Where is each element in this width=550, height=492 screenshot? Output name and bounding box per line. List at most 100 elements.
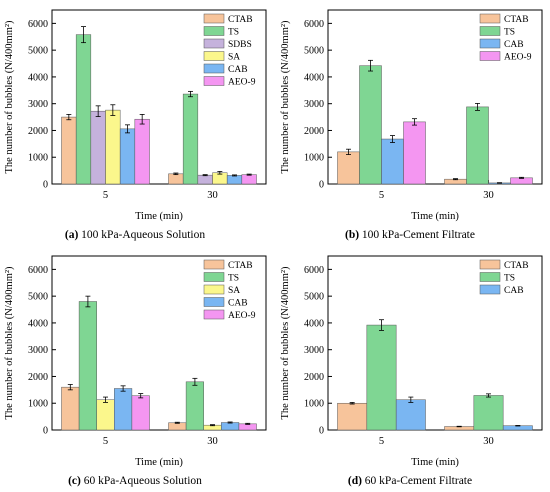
bar-ts bbox=[466, 106, 489, 185]
y-axis-label: The number of bubbles (N/400mm²) bbox=[4, 266, 15, 420]
chart-svg-c: 0 1000 2000 3000 4000 5000 6000 The number of b… bbox=[4, 255, 267, 468]
y-tick-label: 5000 bbox=[304, 46, 324, 57]
legend-swatch-cab bbox=[479, 38, 501, 49]
panel-caption: (c) 60 kPa-Aqueous Solution bbox=[0, 475, 270, 487]
legend-swatch-cab bbox=[203, 63, 225, 74]
chart-svg-d: 0 1000 2000 3000 4000 5000 6000 The number of b… bbox=[280, 255, 543, 468]
y-axis-label: The number of bubbles (N/400mm²) bbox=[4, 20, 15, 174]
x-axis-label: Time (min) bbox=[411, 211, 459, 222]
x-axis-label: Time (min) bbox=[411, 457, 459, 468]
panel-caption: (a) 100 kPa-Aqueous Solution bbox=[0, 229, 270, 241]
y-tick-label: 2000 bbox=[28, 126, 48, 137]
chart-svg-b: 0 1000 2000 3000 4000 5000 6000 The number of b… bbox=[280, 9, 543, 222]
chart-svg-a: 0 1000 2000 3000 4000 5000 6000 The number of b… bbox=[4, 9, 267, 222]
x-tick-label: 30 bbox=[483, 436, 494, 447]
y-tick-label: 1000 bbox=[304, 153, 324, 164]
legend-swatch-ts bbox=[479, 26, 501, 36]
plot-frame bbox=[327, 255, 543, 431]
y-tick-label: 4000 bbox=[28, 72, 48, 83]
panel-caption-text: 60 kPa-Cement Filtrate bbox=[361, 475, 473, 487]
x-tick-label: 5 bbox=[103, 436, 108, 447]
y-tick-label: 6000 bbox=[28, 265, 48, 276]
panel-caption-text: 100 kPa-Cement Filtrate bbox=[359, 229, 475, 241]
y-tick-label: 2000 bbox=[304, 372, 324, 383]
legend-label: SA bbox=[228, 286, 240, 296]
panel-caption: (b) 100 kPa-Cement Filtrate bbox=[275, 229, 545, 241]
legend-swatch-ts bbox=[479, 272, 501, 282]
bar-ts bbox=[366, 324, 397, 431]
y-tick-label: 3000 bbox=[28, 345, 48, 356]
y-tick-label: 0 bbox=[43, 180, 48, 191]
legend-label: TS bbox=[504, 274, 515, 284]
legend-label: AEO-9 bbox=[228, 311, 256, 321]
chart-panel-c: 0 1000 2000 3000 4000 5000 6000 The number of b… bbox=[0, 246, 550, 492]
plot-frame bbox=[51, 9, 267, 185]
y-tick-label: 5000 bbox=[304, 292, 324, 303]
legend-swatch-cab bbox=[479, 284, 501, 295]
bar-ctab bbox=[337, 402, 368, 431]
x-tick-label: 30 bbox=[207, 190, 218, 201]
legend-label: CAB bbox=[228, 299, 248, 309]
panel-caption-label: (b) bbox=[344, 229, 360, 241]
legend-swatch-aeo-9 bbox=[203, 76, 225, 86]
y-tick-label: 3000 bbox=[304, 99, 324, 110]
y-tick-label: 1000 bbox=[28, 399, 48, 410]
y-tick-label: 6000 bbox=[304, 265, 324, 276]
bar-ts bbox=[473, 395, 504, 431]
legend-label: AEO-9 bbox=[504, 53, 532, 63]
legend-swatch-aeo-9 bbox=[203, 309, 225, 320]
plot-frame bbox=[327, 9, 543, 185]
legend-swatch-ts bbox=[203, 26, 225, 36]
legend-swatch-sdbs bbox=[203, 38, 225, 49]
panel-caption-text: 60 kPa-Aqueous Solution bbox=[80, 475, 202, 487]
bar-aeo-9 bbox=[403, 121, 426, 185]
y-tick-label: 2000 bbox=[304, 126, 324, 137]
plot-frame bbox=[51, 255, 267, 431]
chart-panel-b: 0 1000 2000 3000 4000 5000 6000 The number of b… bbox=[275, 9, 545, 241]
legend-label: CTAB bbox=[504, 15, 529, 25]
legend-label: TS bbox=[228, 274, 239, 284]
y-tick-label: 4000 bbox=[304, 72, 324, 83]
chart-panel-d: 0 1000 2000 3000 4000 5000 6000 The number of b… bbox=[0, 246, 550, 492]
bar-cab bbox=[395, 399, 426, 431]
bar-ctab bbox=[337, 151, 360, 185]
y-tick-label: 3000 bbox=[28, 99, 48, 110]
panel-caption-label: (a) bbox=[64, 229, 79, 241]
legend-swatch-ctab bbox=[203, 13, 225, 24]
x-tick-label: 5 bbox=[103, 190, 108, 201]
x-tick-label: 30 bbox=[207, 436, 218, 447]
y-tick-label: 6000 bbox=[304, 19, 324, 30]
y-tick-label: 4000 bbox=[28, 318, 48, 329]
x-tick-label: 30 bbox=[483, 190, 494, 201]
legend-label: CTAB bbox=[504, 261, 529, 271]
panel-caption-label: (c) bbox=[68, 475, 81, 487]
x-axis-label: Time (min) bbox=[135, 211, 183, 222]
y-tick-label: 1000 bbox=[28, 153, 48, 164]
legend-label: AEO-9 bbox=[228, 78, 256, 88]
y-tick-label: 1000 bbox=[304, 399, 324, 410]
panel-caption-label: (d) bbox=[347, 475, 362, 487]
bar-cab bbox=[381, 138, 404, 185]
bar-ts bbox=[359, 65, 382, 185]
y-tick-label: 5000 bbox=[28, 292, 48, 303]
legend-label: CAB bbox=[504, 286, 524, 296]
y-tick-label: 3000 bbox=[304, 345, 324, 356]
legend-swatch-cab bbox=[203, 297, 225, 307]
legend-swatch-ctab bbox=[479, 259, 501, 270]
y-tick-label: 5000 bbox=[28, 46, 48, 57]
panel-caption: (d) 60 kPa-Cement Filtrate bbox=[275, 475, 545, 487]
y-axis-label: The number of bubbles (N/400mm²) bbox=[280, 266, 291, 420]
y-axis-label: The number of bubbles (N/400mm²) bbox=[280, 20, 291, 174]
legend-swatch-ctab bbox=[203, 259, 225, 270]
y-tick-label: 6000 bbox=[28, 19, 48, 30]
x-tick-label: 5 bbox=[379, 436, 384, 447]
y-tick-label: 4000 bbox=[304, 318, 324, 329]
legend-label: SDBS bbox=[228, 40, 252, 50]
legend-label: CTAB bbox=[228, 15, 253, 25]
x-tick-label: 5 bbox=[379, 190, 384, 201]
legend-label: TS bbox=[504, 28, 515, 38]
panel-caption-text: 100 kPa-Aqueous Solution bbox=[78, 229, 206, 241]
x-axis-label: Time (min) bbox=[135, 457, 183, 468]
legend-label: CTAB bbox=[228, 261, 253, 271]
